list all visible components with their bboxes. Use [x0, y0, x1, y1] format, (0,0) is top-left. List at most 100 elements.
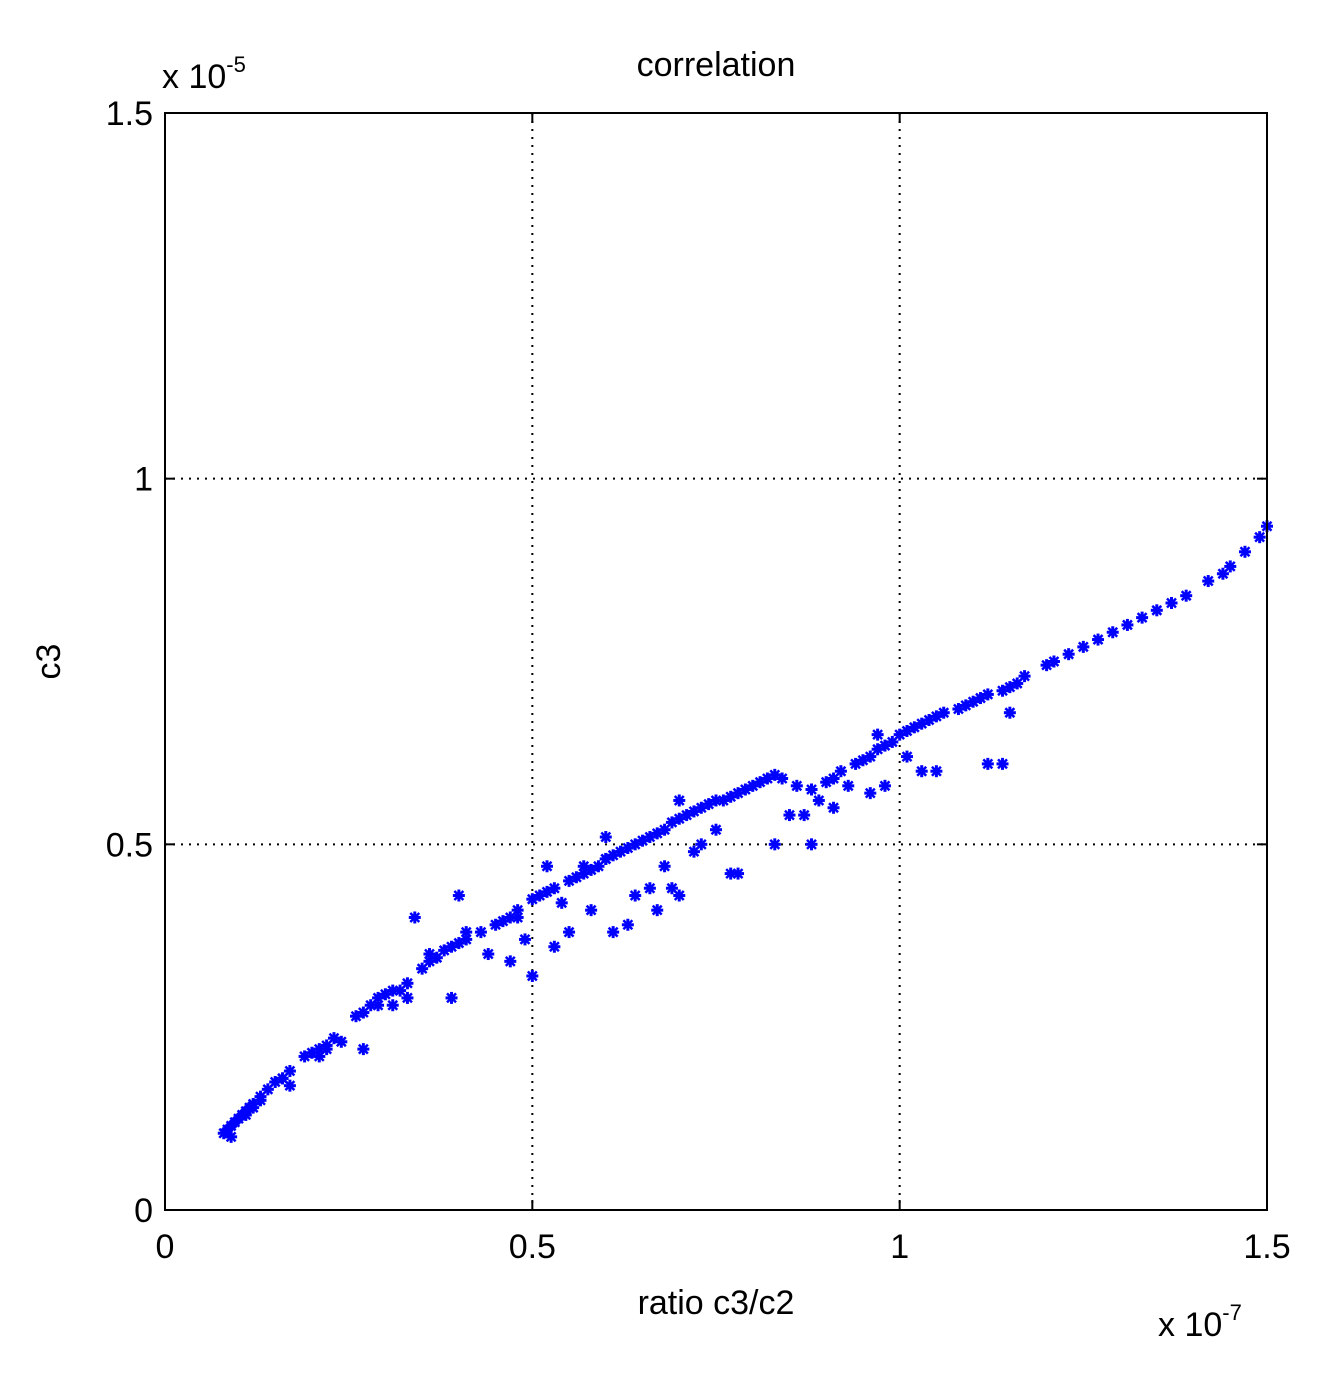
data-point [423, 948, 436, 961]
data-point [812, 794, 825, 807]
data-point [401, 991, 414, 1004]
data-point [386, 999, 399, 1012]
data-point [607, 926, 620, 939]
data-point [599, 831, 612, 844]
data-point [548, 940, 561, 953]
plot-area [165, 113, 1267, 1210]
x-tick-label: 0 [156, 1228, 175, 1266]
data-point [651, 904, 664, 917]
data-point [871, 728, 884, 741]
data-point [357, 1043, 370, 1056]
data-point [878, 779, 891, 792]
data-point [1224, 560, 1237, 573]
data-point [585, 904, 598, 917]
data-point [827, 801, 840, 814]
data-point [776, 772, 789, 785]
x-axis-multiplier: x 10-7 [1158, 1300, 1242, 1344]
data-point [673, 889, 686, 902]
data-point [460, 926, 473, 939]
data-point [621, 918, 634, 931]
data-point [335, 1035, 348, 1048]
data-point [541, 860, 554, 873]
data-point [768, 838, 781, 851]
data-point [687, 845, 700, 858]
data-point [1018, 670, 1031, 683]
y-multiplier-exponent: -5 [226, 52, 246, 77]
data-point [695, 838, 708, 851]
data-point [276, 1072, 289, 1085]
data-point [1092, 633, 1105, 646]
data-point [643, 882, 656, 895]
axis-ticks: 0 0.5 1 1.5 0 0.5 1 1.5 [106, 95, 1291, 1266]
x-multiplier-exponent: -7 [1222, 1300, 1242, 1325]
data-point [511, 911, 524, 924]
x-tick-label: 0.5 [509, 1228, 556, 1266]
data-point [401, 977, 414, 990]
data-point [526, 969, 539, 982]
data-point [915, 765, 928, 778]
plot-frame [164, 112, 1268, 1211]
data-point [937, 706, 950, 719]
data-point [1106, 626, 1119, 639]
data-point [864, 787, 877, 800]
data-point [658, 860, 671, 873]
data-point [452, 889, 465, 902]
data-point [269, 1076, 282, 1089]
data-point [710, 823, 722, 836]
data-point [372, 999, 385, 1012]
data-point [959, 699, 972, 712]
x-multiplier-base: x 10 [1158, 1306, 1222, 1344]
data-point [981, 757, 994, 770]
data-point [901, 750, 914, 763]
data-point [548, 882, 561, 895]
data-point [482, 948, 495, 961]
data-point [261, 1083, 274, 1096]
data-point [1062, 648, 1075, 661]
data-point [563, 926, 576, 939]
data-point [320, 1043, 333, 1056]
data-point [996, 757, 1009, 770]
data-point [445, 991, 458, 1004]
data-points [217, 520, 1273, 1143]
data-point [783, 809, 796, 822]
data-point [1121, 618, 1134, 631]
data-point [1165, 596, 1178, 609]
data-point [247, 1101, 260, 1114]
data-point [1238, 545, 1251, 558]
data-point [673, 794, 686, 807]
data-point [805, 838, 818, 851]
x-tick-label: 1 [890, 1228, 909, 1266]
chart-title: correlation [637, 46, 796, 84]
data-point [599, 852, 612, 865]
data-point [842, 779, 855, 792]
data-point [518, 933, 531, 946]
y-tick-label: 0 [134, 1192, 153, 1230]
data-point [1150, 604, 1163, 617]
data-point [408, 911, 421, 924]
y-multiplier-base: x 10 [162, 58, 226, 96]
x-axis-label: ratio c3/c2 [638, 1284, 795, 1322]
data-point [1077, 640, 1090, 653]
data-point [1253, 531, 1266, 544]
data-point [1003, 706, 1016, 719]
x-tick-label: 1.5 [1243, 1228, 1290, 1266]
y-axis-multiplier: x 10-5 [162, 52, 246, 96]
data-point [790, 779, 803, 792]
data-point [1202, 575, 1215, 588]
data-point [901, 724, 914, 737]
y-axis-label: c3 [30, 644, 68, 680]
data-point [732, 867, 745, 880]
data-point [577, 860, 590, 873]
data-point [930, 765, 943, 778]
data-point [504, 955, 517, 968]
y-tick-label: 1 [134, 461, 153, 499]
data-point [805, 783, 818, 796]
data-point [1047, 655, 1060, 668]
data-point [629, 838, 642, 851]
data-point [629, 889, 642, 902]
data-point [254, 1094, 267, 1107]
y-tick-label: 1.5 [106, 95, 153, 133]
data-point [474, 926, 487, 939]
